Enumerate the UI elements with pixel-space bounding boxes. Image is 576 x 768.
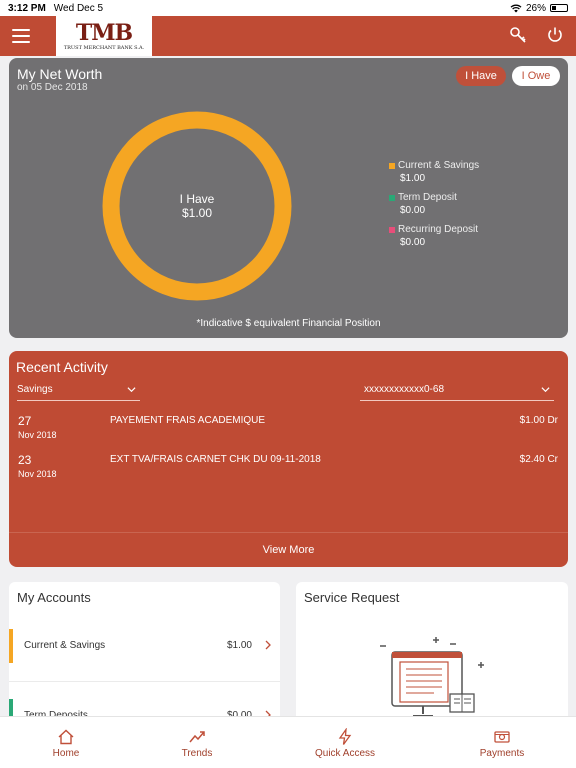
battery-icon <box>550 4 568 12</box>
recent-activity-title: Recent Activity <box>16 359 108 375</box>
account-name: Term Deposits <box>24 710 88 721</box>
account-name: Current & Savings <box>24 640 106 651</box>
account-balance: $0.00 <box>227 710 252 721</box>
donut-center-value: $1.00 <box>181 206 213 220</box>
chevron-down-icon <box>541 387 550 393</box>
transaction-day: 27 <box>18 414 32 428</box>
logo-tagline: TRUST MERCHANT BANK S.A. <box>63 44 145 51</box>
legend-item-current-savings: Current & Savings $1.00 <box>389 160 479 184</box>
legend-value: $0.00 <box>400 237 426 248</box>
status-bar: 3:12 PM Wed Dec 5 26% <box>0 0 576 16</box>
account-balance: $1.00 <box>226 640 252 651</box>
net-worth-date: on 05 Dec 2018 <box>17 82 88 93</box>
transaction-month: Nov 2018 <box>18 469 57 479</box>
status-date: Wed Dec 5 <box>53 2 104 14</box>
logo-mark: TMB <box>75 19 133 46</box>
legend-item-recurring-deposit: Recurring Deposit $0.00 <box>389 224 479 248</box>
legend-label: Recurring Deposit <box>398 224 479 235</box>
donut-center: I Have $1.00 <box>99 108 295 304</box>
my-accounts-card: My Accounts Current & Savings $1.00 Term… <box>9 582 280 722</box>
battery-percent: 26% <box>525 2 546 14</box>
legend-label: Current & Savings <box>398 160 480 171</box>
view-more-button[interactable]: View More <box>262 544 315 556</box>
tab-label: Trends <box>181 747 213 759</box>
transaction-row[interactable]: 23 Nov 2018 EXT TVA/FRAIS CARNET CHK DU … <box>9 453 568 487</box>
service-request-title: Service Request <box>304 590 400 605</box>
app-header: TMB TRUST MERCHANT BANK S.A. <box>0 16 576 56</box>
account-number-value: xxxxxxxxxxxx0-68 <box>364 384 445 395</box>
transaction-description: PAYEMENT FRAIS ACADEMIQUE <box>110 415 266 426</box>
transaction-month: Nov 2018 <box>18 430 57 440</box>
transaction-amount: $1.00 Dr <box>519 415 558 426</box>
net-worth-donut-chart <box>102 111 292 301</box>
tab-label: Quick Access <box>314 747 376 759</box>
legend-value: $1.00 <box>400 173 426 184</box>
account-row-current-savings[interactable]: Current & Savings $1.00 <box>9 629 280 663</box>
chevron-down-icon <box>127 387 136 393</box>
legend-swatch <box>389 226 395 233</box>
tab-trends[interactable]: Trends <box>132 717 262 768</box>
lightning-icon <box>338 727 352 745</box>
account-number-select[interactable]: xxxxxxxxxxxx0-68 <box>360 379 554 401</box>
key-icon[interactable] <box>508 25 528 45</box>
wifi-icon <box>510 4 522 12</box>
tab-quick-access[interactable]: Quick Access <box>262 717 428 768</box>
transaction-description: EXT TVA/FRAIS CARNET CHK DU 09-11-2018 <box>110 454 321 465</box>
trends-icon <box>189 730 205 742</box>
donut-center-label: I Have <box>179 192 215 206</box>
legend-item-term-deposit: Term Deposit $0.00 <box>389 192 479 216</box>
tab-label: Payments <box>479 747 525 759</box>
transaction-row[interactable]: 27 Nov 2018 PAYEMENT FRAIS ACADEMIQUE $1… <box>9 414 568 448</box>
status-indicators: 26% <box>510 3 568 14</box>
net-worth-legend: Current & Savings $1.00 Term Deposit $0.… <box>389 160 479 256</box>
menu-icon[interactable] <box>12 26 30 44</box>
tab-payments[interactable]: Payments <box>428 717 576 768</box>
service-request-illustration-icon <box>380 637 484 717</box>
bottom-tab-bar: Home Trends Quick Access Payments <box>0 716 576 768</box>
payments-icon <box>494 730 510 743</box>
net-worth-card: My Net Worth on 05 Dec 2018 I Have I Owe… <box>9 58 568 338</box>
transaction-amount: $2.40 Cr <box>519 454 558 465</box>
divider <box>9 681 280 682</box>
legend-swatch <box>389 194 395 201</box>
i-owe-toggle[interactable]: I Owe <box>512 66 560 86</box>
power-icon[interactable] <box>545 25 565 45</box>
recent-activity-card: Recent Activity Savings xxxxxxxxxxxx0-68… <box>9 351 568 567</box>
bank-logo: TMB TRUST MERCHANT BANK S.A. <box>56 16 152 56</box>
home-icon <box>58 729 74 744</box>
tab-label: Home <box>52 747 80 759</box>
tab-home[interactable]: Home <box>0 717 132 768</box>
account-color-bar <box>9 629 13 663</box>
account-color-bar <box>9 699 13 722</box>
net-worth-title: My Net Worth <box>17 66 103 82</box>
my-accounts-title: My Accounts <box>17 590 91 605</box>
legend-swatch <box>389 162 395 169</box>
legend-label: Term Deposit <box>398 192 457 203</box>
divider <box>9 532 568 533</box>
legend-value: $0.00 <box>400 205 426 216</box>
service-request-card[interactable]: Service Request <box>296 582 568 722</box>
account-type-select[interactable]: Savings <box>17 379 140 401</box>
i-have-toggle[interactable]: I Have <box>456 66 506 86</box>
chevron-right-icon <box>265 640 271 650</box>
net-worth-footnote: *Indicative $ equivalent Financial Posit… <box>196 318 381 329</box>
account-type-value: Savings <box>17 384 53 395</box>
transaction-day: 23 <box>18 453 32 467</box>
status-time: 3:12 PM <box>8 2 46 14</box>
